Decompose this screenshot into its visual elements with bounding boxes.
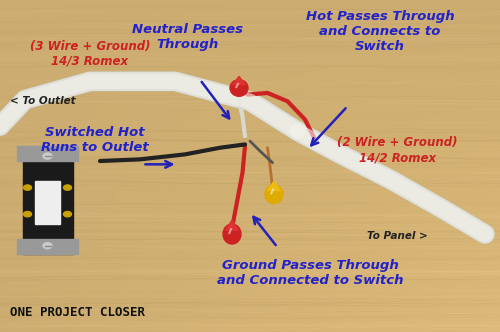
Text: Hot Passes Through
and Connects to
Switch: Hot Passes Through and Connects to Switc… <box>306 10 454 53</box>
Ellipse shape <box>223 224 241 244</box>
Text: Switched Hot
Runs to Outlet: Switched Hot Runs to Outlet <box>41 126 149 154</box>
Text: To Panel >: To Panel > <box>367 231 428 241</box>
Text: ONE PROJECT CLOSER: ONE PROJECT CLOSER <box>10 306 145 319</box>
Ellipse shape <box>230 80 248 96</box>
Bar <box>35 181 60 224</box>
Circle shape <box>64 211 72 217</box>
Bar <box>18 146 78 161</box>
Ellipse shape <box>265 185 283 204</box>
Text: Ground Passes Through
and Connected to Switch: Ground Passes Through and Connected to S… <box>217 259 403 287</box>
Circle shape <box>24 185 32 190</box>
Bar <box>22 148 72 254</box>
Text: Neutral Passes
Through: Neutral Passes Through <box>132 23 243 51</box>
Polygon shape <box>226 220 238 230</box>
Text: < To Outlet: < To Outlet <box>10 96 76 106</box>
Circle shape <box>64 185 72 190</box>
Polygon shape <box>232 76 245 85</box>
Text: (3 Wire + Ground)
14/3 Romex: (3 Wire + Ground) 14/3 Romex <box>30 40 150 68</box>
Text: (2 Wire + Ground)
14/2 Romex: (2 Wire + Ground) 14/2 Romex <box>337 136 458 164</box>
Polygon shape <box>268 181 280 191</box>
Circle shape <box>43 243 52 249</box>
Circle shape <box>43 153 52 159</box>
Circle shape <box>24 211 32 217</box>
Bar <box>18 239 78 254</box>
